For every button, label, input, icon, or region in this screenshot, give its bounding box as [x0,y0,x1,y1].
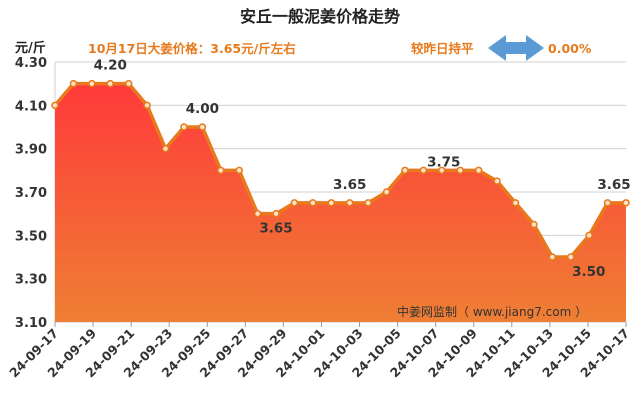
data-label-12: 3.65 [259,221,292,237]
data-point-20 [419,166,428,175]
data-point-23 [474,166,483,175]
data-point-7 [180,123,188,131]
price-annotation: 10月17日大姜价格：3.65元/斤左右 [88,41,296,56]
data-point-2 [88,79,96,88]
data-label-28: 3.50 [572,264,605,280]
data-points-layer [51,79,630,261]
compare-annotation: 较昨日持平 [411,41,474,56]
data-label-3: 4.20 [94,58,127,74]
data-label-16: 3.65 [333,177,366,193]
data-point-27 [548,253,557,261]
change-percent: 0.00% [548,41,592,56]
data-point-10 [235,166,243,175]
data-point-0 [51,101,59,110]
double-arrow-icon [488,35,544,61]
chart-title: 安丘一般泥姜价格走势 [240,7,400,26]
y-axis-unit-label: 元/斤 [15,40,46,56]
data-point-4 [124,79,133,88]
data-point-14 [309,199,317,207]
data-point-9 [217,166,225,175]
data-point-18 [382,188,391,196]
data-point-24 [493,177,501,185]
y-tick-label-0: 4.30 [15,56,47,71]
x-tick-labels: 24-09-1724-09-1924-09-2124-09-2324-09-25… [6,326,632,381]
data-label-8: 4.00 [186,101,219,117]
series-line [53,81,626,259]
data-point-6 [161,144,170,153]
y-tick-label-5: 3.30 [15,273,47,288]
data-point-29 [585,231,593,240]
data-point-25 [511,199,520,207]
data-point-15 [327,199,336,207]
y-tick-label-3: 3.70 [15,186,47,201]
data-point-12 [272,209,280,218]
data-point-22 [456,166,464,175]
watermark: 中姜网监制（ www.jiang7.com ） [397,304,587,319]
data-point-1 [69,79,78,88]
data-point-3 [106,79,115,88]
y-tick-labels: 4.30 4.10 3.90 3.70 3.50 3.30 3.10 [15,56,47,331]
data-point-26 [530,220,538,229]
data-point-19 [401,166,409,175]
y-tick-label-4: 3.50 [15,229,47,244]
y-tick-label-1: 4.10 [15,99,47,114]
data-point-11 [253,209,262,218]
data-labels: 4.20 4.00 3.65 3.65 3.75 3.50 3.65 [94,58,631,280]
y-tick-label-2: 3.90 [15,143,47,158]
data-point-28 [566,253,575,261]
series-line-layer [53,81,626,259]
data-point-30 [603,199,612,207]
data-point-13 [290,199,299,207]
y-tick-label-6: 3.10 [15,316,47,331]
data-point-8 [198,123,207,131]
data-label-21: 3.75 [427,154,460,170]
data-point-31 [622,199,630,207]
data-point-5 [143,101,151,110]
data-point-16 [345,199,354,207]
data-point-21 [438,166,446,175]
data-point-17 [364,199,372,207]
data-label-31: 3.65 [597,177,630,193]
